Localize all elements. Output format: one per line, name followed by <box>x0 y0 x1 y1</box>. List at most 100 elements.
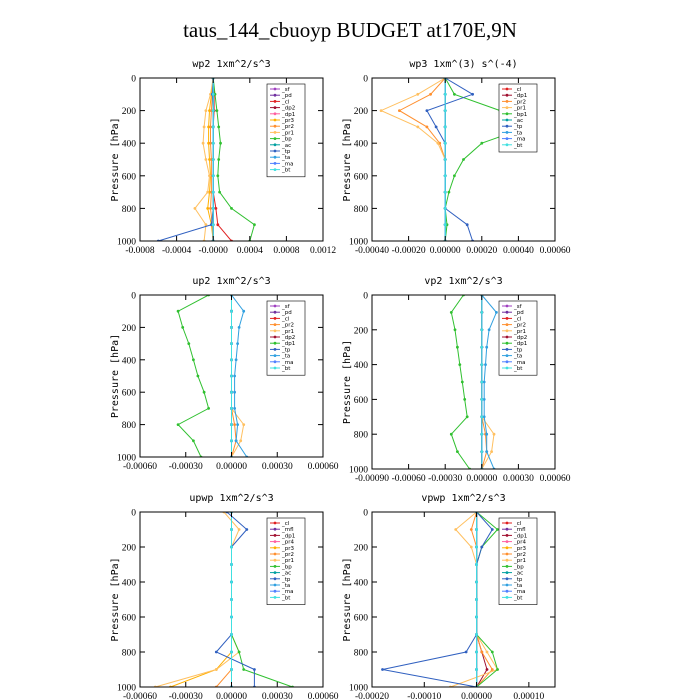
legend-marker <box>505 354 509 357</box>
series-group <box>153 512 294 687</box>
legend-marker <box>505 118 509 122</box>
legend-label: _dp2 <box>513 335 527 341</box>
data-point <box>475 598 478 601</box>
data-point <box>443 190 447 194</box>
y-tick-label: 400 <box>354 579 369 589</box>
y-tick-label: 400 <box>122 140 137 150</box>
data-point <box>211 223 215 227</box>
x-tick-label: -0.00060 <box>123 462 157 472</box>
data-point <box>490 450 493 453</box>
legend-label: _ma <box>281 360 293 366</box>
legend-box <box>266 300 306 376</box>
data-point <box>208 174 211 178</box>
data-point <box>480 450 484 453</box>
data-point <box>239 439 243 443</box>
legend-label: _ma <box>281 589 293 595</box>
legend-label: _dp1 <box>513 341 527 347</box>
legend-label: _tp <box>513 347 523 353</box>
x-tick-label: -0.00030 <box>169 692 203 700</box>
data-point <box>230 374 233 378</box>
data-point <box>485 450 489 453</box>
legend-marker <box>273 596 277 599</box>
x-tick-label: -0.00030 <box>169 462 203 472</box>
y-tick-label: 200 <box>354 326 369 336</box>
data-point <box>230 439 233 443</box>
x-tick-label: 0.00000 <box>216 462 247 472</box>
legend-label: _bt <box>513 366 523 372</box>
x-tick-label: 0.00060 <box>540 474 571 484</box>
legend-label: _ta <box>513 130 522 136</box>
data-point <box>480 328 484 332</box>
data-point <box>492 432 496 436</box>
x-tick-label: 0.00020 <box>466 246 497 256</box>
data-point <box>453 174 456 178</box>
legend-label: _pr2 <box>513 552 526 558</box>
legend-label: _ac <box>281 143 291 149</box>
legend-marker <box>505 93 509 97</box>
data-point <box>215 109 219 112</box>
legend-box <box>498 300 538 376</box>
data-point <box>230 668 233 671</box>
x-tick-label: 0.00030 <box>262 692 293 700</box>
y-tick-label: 600 <box>122 389 137 399</box>
y-tick-label: 600 <box>354 172 369 182</box>
data-point <box>237 528 241 531</box>
legend-marker <box>505 87 509 91</box>
legend-marker <box>273 310 277 314</box>
legend-label: _pd <box>513 310 524 316</box>
legend-box <box>498 517 538 605</box>
data-point <box>196 374 200 378</box>
legend-label: _dp1 <box>281 341 295 347</box>
legend-marker <box>505 137 509 141</box>
data-point <box>398 109 401 112</box>
data-point <box>443 223 447 227</box>
chart-panel-1: wp2 1xm^2/s^3 0 200 400 600 800 1000 Pressure [… <box>110 59 336 256</box>
y-tick-label: 1000 <box>349 466 368 476</box>
data-point <box>480 415 484 419</box>
data-point <box>219 141 222 145</box>
legend-marker <box>273 131 277 134</box>
y-tick-label: 800 <box>122 421 137 431</box>
legend-marker <box>273 317 277 320</box>
chart-title: vp2 1xm^2/s^3 <box>424 276 502 287</box>
legend-marker <box>505 583 509 587</box>
data-point <box>464 650 468 654</box>
series-line-dp1 <box>476 512 488 687</box>
legend-label: _pr2 <box>281 124 294 130</box>
legend-label: _pd <box>281 93 292 99</box>
legend-marker <box>273 341 277 345</box>
data-point <box>230 358 233 362</box>
data-point <box>490 528 494 531</box>
x-tick-label: -0.00010 <box>407 692 441 700</box>
data-point <box>475 580 478 584</box>
x-tick-label: 0.00060 <box>308 692 339 700</box>
data-point <box>216 223 220 227</box>
legend-marker <box>273 546 277 550</box>
legend-label: _ac <box>281 571 291 577</box>
data-point <box>217 158 221 161</box>
data-point <box>237 326 241 329</box>
y-tick-label: 800 <box>354 431 369 441</box>
series-line-pr1 <box>379 78 446 241</box>
legend-marker <box>273 348 277 351</box>
y-tick-label: 200 <box>122 324 137 334</box>
y-tick-label: 1000 <box>349 238 368 248</box>
y-axis-label: Pressure [hPa] <box>342 557 353 641</box>
legend-marker <box>505 131 509 134</box>
data-point <box>480 141 484 145</box>
legend-label: _pr3 <box>281 546 295 552</box>
data-point <box>475 668 478 671</box>
data-point <box>187 342 191 345</box>
data-point <box>496 528 499 531</box>
legend-marker <box>505 124 509 128</box>
data-point <box>202 125 206 129</box>
legend-label: _cl <box>281 99 290 105</box>
x-tick-label: 0.0004 <box>237 246 263 256</box>
x-tick-label: -0.00060 <box>392 474 426 484</box>
data-point <box>192 439 195 443</box>
legend-marker <box>273 124 277 128</box>
y-tick-label: 0 <box>131 509 136 519</box>
data-point <box>202 390 206 394</box>
data-point <box>471 92 474 96</box>
y-tick-label: 800 <box>354 649 369 659</box>
